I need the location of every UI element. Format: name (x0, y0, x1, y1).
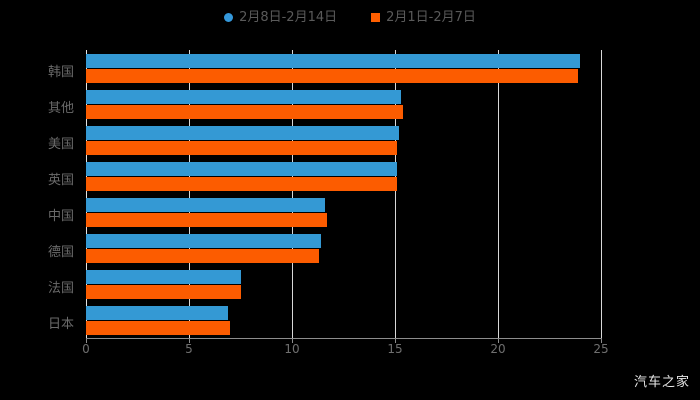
y-category-label: 日本 (47, 316, 74, 332)
x-tick-label: 0 (82, 342, 90, 356)
bar-group (86, 161, 601, 191)
bar-series-a[interactable] (86, 269, 241, 284)
bar-series-a[interactable] (86, 89, 402, 104)
y-category-label: 德国 (47, 244, 74, 260)
x-tick-label: 25 (593, 342, 609, 356)
bar-series-b[interactable] (86, 320, 231, 335)
y-category-label: 法国 (47, 280, 74, 296)
legend-circle-icon (224, 12, 234, 22)
bar-series-a[interactable] (86, 125, 400, 140)
y-category-label: 其他 (47, 100, 74, 116)
bar-group (86, 197, 601, 227)
bar-series-b[interactable] (86, 68, 579, 83)
bar-series-b[interactable] (86, 140, 398, 155)
x-tick-label: 5 (185, 342, 193, 356)
gridline (395, 50, 396, 338)
x-tick-label: 10 (284, 342, 300, 356)
legend-label-series-b: 2月1日-2月7日 (386, 9, 476, 25)
x-tick-mark (395, 338, 396, 343)
gridline (601, 50, 602, 338)
bar-group (86, 269, 601, 299)
x-tick-mark (498, 338, 499, 343)
legend-square-icon (371, 12, 381, 22)
bar-series-a[interactable] (86, 305, 229, 320)
y-category-label: 韩国 (47, 64, 74, 80)
bar-group (86, 233, 601, 263)
bar-group (86, 305, 601, 335)
gridline (498, 50, 499, 338)
gridline (189, 50, 190, 338)
x-axis-line (86, 338, 602, 339)
bar-series-b[interactable] (86, 104, 404, 119)
x-tick-mark (601, 338, 602, 343)
bar-group (86, 53, 601, 83)
legend-item-series-a[interactable]: 2月8日-2月14日 (224, 11, 337, 24)
x-tick-label: 20 (490, 342, 506, 356)
bar-series-a[interactable] (86, 161, 398, 176)
watermark: 汽车之家 (633, 375, 690, 390)
plot-area (86, 50, 601, 338)
x-tick-mark (86, 338, 87, 343)
x-tick-mark (292, 338, 293, 343)
bar-series-a[interactable] (86, 197, 325, 212)
y-category-label: 美国 (47, 136, 74, 152)
y-category-label: 英国 (47, 172, 74, 188)
bar-group (86, 125, 601, 155)
x-tick-mark (189, 338, 190, 343)
bar-series-b[interactable] (86, 284, 241, 299)
legend-item-series-b[interactable]: 2月1日-2月7日 (371, 11, 476, 24)
y-category-label: 中国 (47, 208, 74, 224)
bar-series-b[interactable] (86, 248, 319, 263)
bar-series-b[interactable] (86, 212, 328, 227)
x-tick-label: 15 (387, 342, 403, 356)
chart-legend: 2月8日-2月14日 2月1日-2月7日 (0, 6, 700, 28)
bar-series-a[interactable] (86, 233, 321, 248)
y-axis-line (86, 50, 87, 338)
bar-series-b[interactable] (86, 176, 398, 191)
legend-label-series-a: 2月8日-2月14日 (239, 9, 338, 25)
bar-series-a[interactable] (86, 53, 581, 68)
gridline (292, 50, 293, 338)
bar-group (86, 89, 601, 119)
